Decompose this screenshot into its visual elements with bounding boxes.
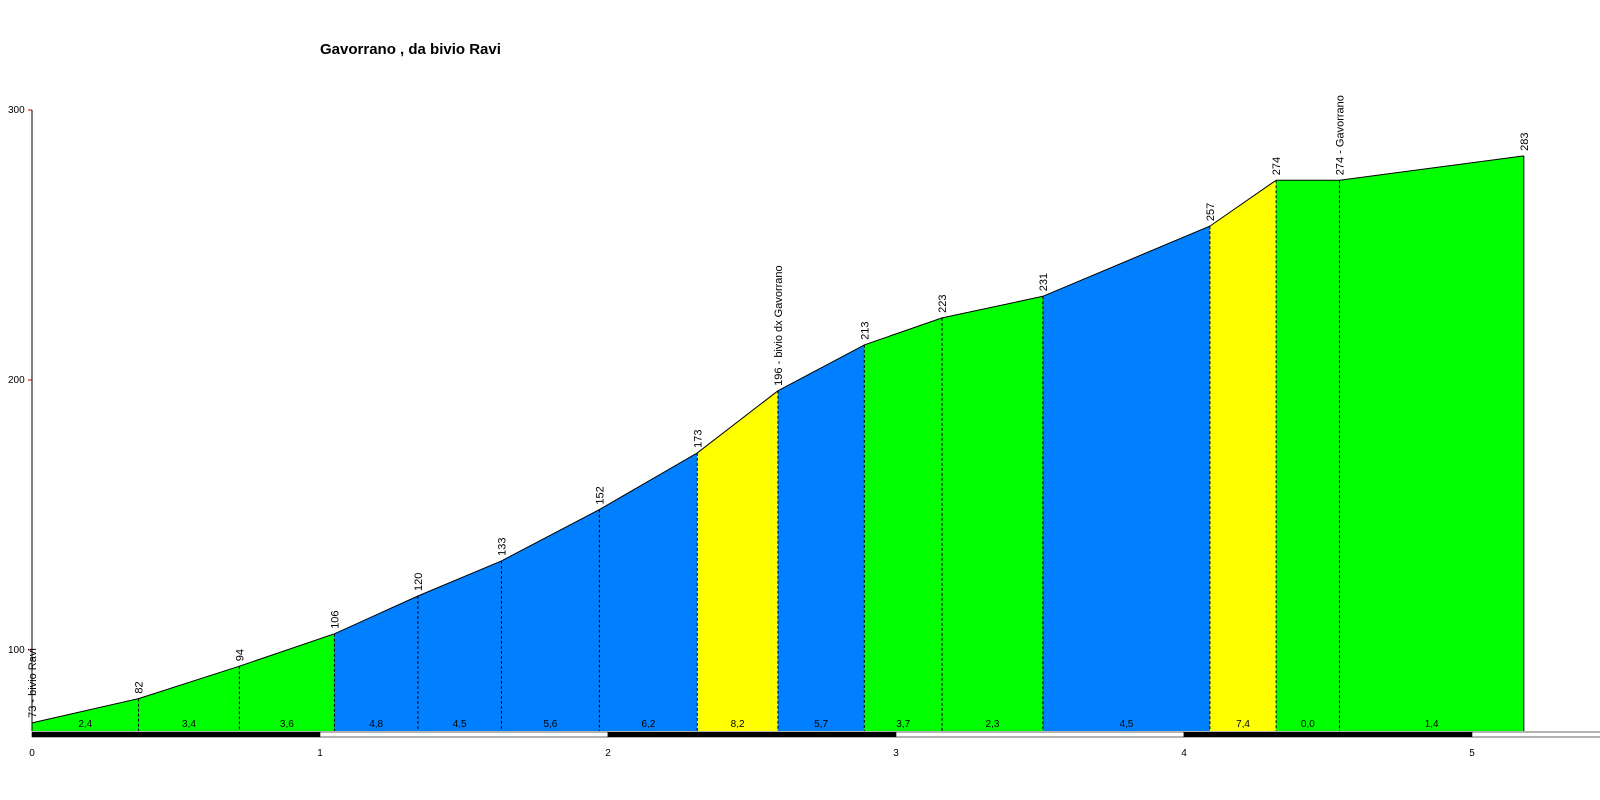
y-tick-label: 200	[8, 375, 25, 386]
km-bar-segment	[1471, 731, 1600, 738]
segment-area	[1276, 180, 1340, 731]
x-tick-label: 4	[1181, 748, 1187, 759]
segment-gradient-label: 3,7	[896, 719, 910, 730]
segment-area	[501, 509, 600, 731]
profile-line	[31, 155, 1524, 724]
segment-gradient-label: 6,2	[641, 719, 655, 730]
segment-gradient-label: 3,6	[280, 719, 294, 730]
segment-area	[697, 390, 778, 731]
segment-gradient-label: 5,6	[543, 719, 557, 730]
axes: 100 200 300 0 1 2 3 4 5	[8, 105, 1600, 759]
segment-gradient-label: 1,4	[1425, 719, 1439, 730]
segment-area	[864, 317, 943, 731]
km-bar-segment	[319, 731, 609, 738]
point-elevation-label: 213	[859, 322, 871, 340]
x-tick-label: 5	[1469, 748, 1475, 759]
y-tick-label: 100	[8, 645, 25, 656]
segment-gradient-label: 2,3	[986, 719, 1000, 730]
y-tick-label: 300	[8, 105, 25, 116]
x-tick-label: 3	[893, 748, 899, 759]
point-labels: 73 - bivio Ravi 82 94 106 120 133 152 173 196 - …	[27, 95, 1531, 718]
point-elevation-label: 173	[692, 430, 704, 448]
point-elevation-label: 274 - Gavorrano	[1335, 95, 1347, 175]
point-elevation-label: 283	[1519, 133, 1531, 151]
point-elevation-label: 274	[1271, 157, 1283, 175]
km-bar-segment	[1183, 731, 1473, 738]
x-tick-label: 2	[605, 748, 611, 759]
segment-area	[138, 666, 240, 731]
point-elevation-label: 120	[413, 573, 425, 591]
point-elevation-label: 73 - bivio Ravi	[27, 648, 39, 718]
x-tick-label: 1	[317, 748, 323, 759]
segment-gradient-label: 4,5	[453, 719, 467, 730]
point-elevation-label: 231	[1038, 273, 1050, 291]
segment-gradient-label: 3,4	[182, 719, 196, 730]
km-bar-segment	[895, 731, 1185, 738]
point-elevation-label: 106	[329, 610, 341, 628]
segment-area	[334, 596, 418, 731]
point-elevation-label: 257	[1205, 203, 1217, 221]
km-bar-segment	[31, 731, 321, 738]
segment-gradient-label: 5,7	[814, 719, 828, 730]
segment-area	[599, 452, 698, 731]
point-elevation-label: 223	[937, 295, 949, 313]
segment-gradient-label: 7,4	[1236, 719, 1250, 730]
segment-gradient-label: 2,4	[78, 719, 92, 730]
segment-gradient-label: 4,8	[369, 719, 383, 730]
km-bar-segment	[607, 731, 897, 738]
segment-area	[32, 698, 139, 731]
point-elevation-label: 133	[496, 538, 508, 556]
segment-gradient-label: 4,5	[1119, 719, 1133, 730]
segment-area	[1339, 155, 1524, 731]
segment-area	[417, 560, 502, 731]
chart-title: Gavorrano , da bivio Ravi	[320, 41, 501, 58]
segment-area	[1042, 226, 1210, 731]
point-elevation-label: 82	[134, 681, 146, 693]
segment-area	[942, 296, 1043, 731]
segment-gradient-label: 8,2	[731, 719, 745, 730]
point-elevation-label: 94	[234, 649, 246, 661]
point-elevation-label: 152	[594, 486, 606, 504]
point-elevation-label: 196 - bivio dx Gavorrano	[773, 265, 785, 385]
segment-area	[1209, 180, 1277, 731]
x-tick-label: 0	[29, 748, 35, 759]
profile-areas: 2,4 3,4 3,6 4,8 4,5 5,6 6,2 8,2 5,7 3,7 2,3 4,5 7,4 0…	[31, 155, 1525, 731]
segment-area	[239, 633, 335, 731]
segment-gradient-label: 0,0	[1301, 719, 1315, 730]
segment-area	[777, 344, 865, 731]
